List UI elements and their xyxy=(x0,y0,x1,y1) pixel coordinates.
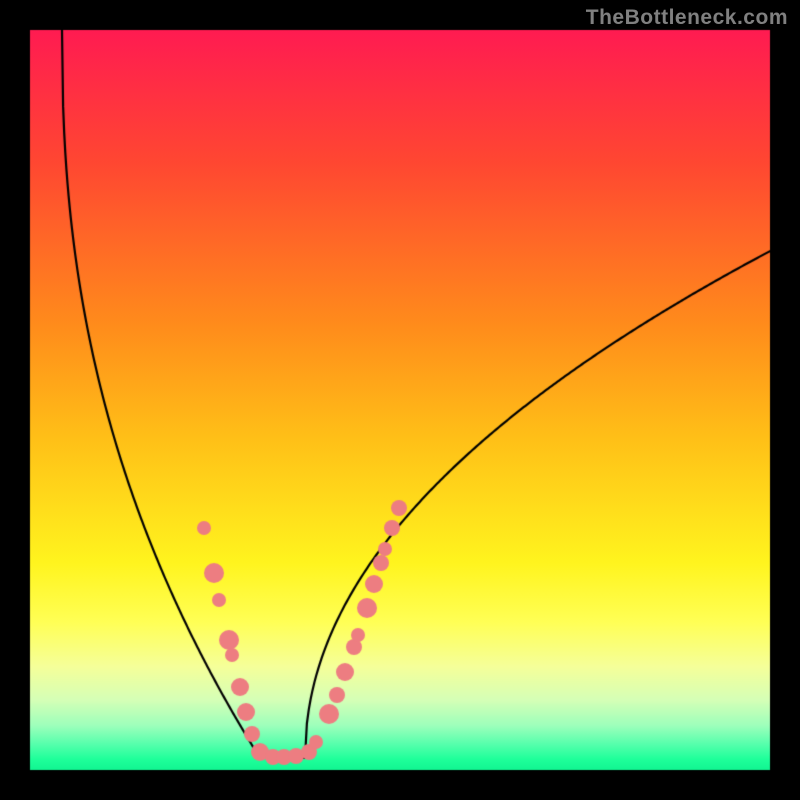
bottleneck-chart-canvas xyxy=(0,0,800,800)
watermark-text: TheBottleneck.com xyxy=(586,6,788,30)
